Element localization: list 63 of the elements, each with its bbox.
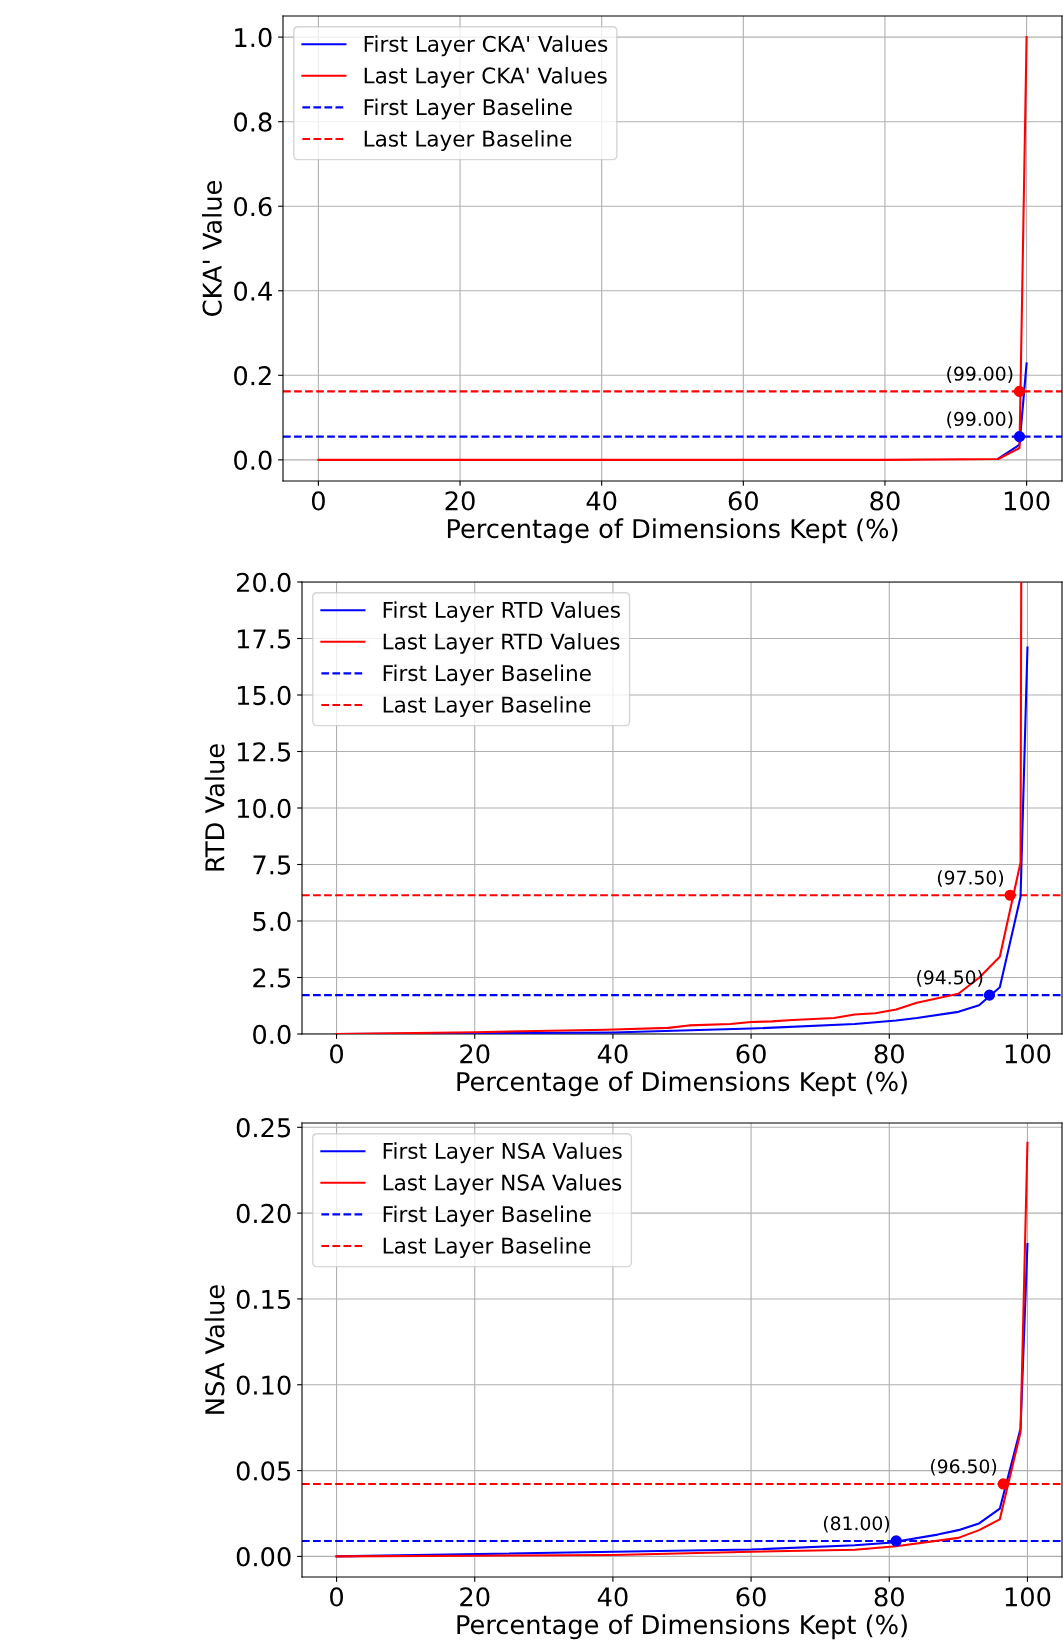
- line-series: [317, 36, 1028, 461]
- x-tick-label: 80: [874, 1587, 904, 1607]
- legend-label: Last Layer Baseline: [383, 696, 591, 718]
- x-tick-label: 60: [736, 1044, 766, 1064]
- y-tick-label: 7.5: [253, 855, 291, 875]
- y-tick-label: 0.00: [236, 1547, 291, 1567]
- annotation: (96.50): [931, 1458, 997, 1476]
- legend-label: First Layer RTD Values: [383, 601, 620, 623]
- y-tick-label: 0.25: [236, 1117, 291, 1138]
- legend-label: Last Layer Baseline: [364, 130, 572, 152]
- y-tick-label: 0.15: [236, 1289, 291, 1310]
- x-tick-label: 80: [870, 491, 900, 511]
- x-tick-label: 60: [736, 1587, 766, 1607]
- x-tick-label: 100: [1005, 1587, 1051, 1607]
- legend-label: First Layer NSA Values: [383, 1142, 622, 1164]
- x-tick-label: 0: [311, 491, 325, 511]
- legend-label: Last Layer RTD Values: [383, 632, 620, 654]
- x-axis-title: Percentage of Dimensions Kept (%): [457, 1071, 907, 1097]
- x-tick-label: 40: [597, 1044, 628, 1064]
- x-tick-label: 40: [597, 1587, 628, 1607]
- x-tick-label: 20: [460, 1044, 490, 1064]
- x-tick-label: 40: [586, 491, 617, 511]
- y-tick-label: 5.0: [253, 911, 291, 932]
- x-tick-label: 0: [330, 1587, 344, 1607]
- y-tick-label: 10.0: [237, 798, 291, 819]
- x-axis-title: Percentage of Dimensions Kept (%): [447, 518, 898, 544]
- x-tick-label: 80: [874, 1044, 904, 1064]
- x-tick-label: 100: [1004, 491, 1050, 511]
- y-tick-label: 1.0: [235, 27, 272, 48]
- x-axis-title: Percentage of Dimensions Kept (%): [457, 1614, 907, 1640]
- y-tick-label: 0.10: [236, 1375, 291, 1395]
- annotation: (97.50): [937, 870, 1004, 887]
- y-axis-title: RTD Value: [204, 744, 225, 871]
- x-tick-label: 20: [460, 1587, 490, 1607]
- y-tick-label: 0.20: [236, 1203, 291, 1224]
- legend-label: First Layer Baseline: [364, 98, 572, 120]
- y-tick-label: 0.8: [234, 112, 272, 132]
- y-tick-label: 0.0: [253, 1024, 291, 1045]
- legend-label: First Layer Baseline: [383, 664, 591, 686]
- y-tick-label: 12.5: [237, 742, 291, 762]
- legend-label: First Layer CKA' Values: [364, 35, 608, 57]
- x-tick-label: 0: [330, 1044, 344, 1064]
- y-tick-label: 0.2: [234, 366, 271, 386]
- legend-label: Last Layer Baseline: [383, 1237, 591, 1259]
- y-tick-label: 17.5: [237, 629, 291, 649]
- y-axis-title: CKA' Value: [201, 181, 222, 316]
- y-tick-label: 2.5: [253, 968, 291, 988]
- y-tick-label: 15.0: [237, 685, 291, 706]
- y-tick-label: 0.4: [234, 281, 272, 301]
- annotation: (99.00): [947, 411, 1013, 429]
- legend-label: First Layer Baseline: [383, 1205, 591, 1227]
- legend-label: Last Layer NSA Values: [383, 1173, 622, 1195]
- y-tick-label: 0.0: [234, 450, 272, 470]
- annotation: (99.00): [947, 366, 1013, 384]
- x-tick-label: 60: [728, 491, 758, 511]
- y-axis-title: NSA Value: [204, 1285, 225, 1414]
- x-tick-label: 20: [445, 491, 475, 511]
- y-tick-label: 0.05: [236, 1461, 291, 1481]
- annotation: (81.00): [823, 1515, 890, 1533]
- x-tick-label: 100: [1005, 1044, 1051, 1064]
- legend-label: Last Layer CKA' Values: [364, 66, 607, 88]
- y-tick-label: 20.0: [236, 572, 291, 593]
- y-tick-label: 0.6: [234, 196, 272, 217]
